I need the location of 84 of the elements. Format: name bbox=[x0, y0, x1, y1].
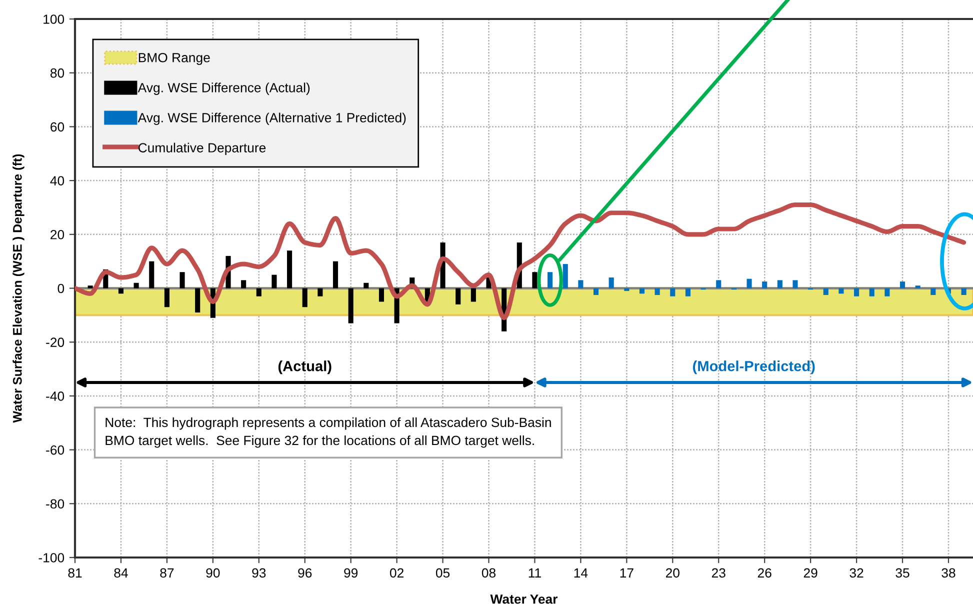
bar bbox=[456, 288, 461, 304]
x-tick-label: 17 bbox=[620, 568, 634, 578]
bar bbox=[869, 288, 874, 296]
bar bbox=[915, 286, 920, 288]
bar bbox=[532, 272, 538, 288]
bar bbox=[685, 288, 690, 296]
x-tick-label: 32 bbox=[850, 568, 864, 578]
x-tick-label: 96 bbox=[298, 568, 312, 578]
bar bbox=[256, 288, 262, 296]
bar bbox=[470, 288, 476, 302]
x-tick-label: 81 bbox=[68, 568, 82, 578]
y-tick-label: -100 bbox=[38, 553, 64, 562]
bar bbox=[332, 261, 338, 288]
bar bbox=[670, 288, 676, 296]
y-tick-label: -60 bbox=[46, 445, 64, 455]
bar bbox=[562, 264, 568, 288]
bar bbox=[578, 280, 584, 288]
bar bbox=[134, 282, 139, 288]
x-axis-title: Water Year bbox=[490, 594, 558, 604]
bar bbox=[88, 286, 93, 288]
bar bbox=[272, 274, 277, 288]
bar bbox=[302, 288, 308, 308]
bar bbox=[364, 282, 369, 288]
bar bbox=[854, 288, 860, 296]
bar bbox=[318, 288, 323, 296]
x-tick-label: 99 bbox=[344, 568, 358, 578]
bar bbox=[287, 250, 292, 288]
legend-label: BMO Range bbox=[138, 52, 210, 65]
legend-label: Cumulative Departure bbox=[138, 142, 266, 156]
annotation: (Actual) bbox=[278, 360, 332, 374]
bar bbox=[593, 288, 599, 295]
y-tick-label: -80 bbox=[46, 499, 64, 509]
bar bbox=[241, 280, 246, 288]
x-tick-label: 35 bbox=[896, 568, 910, 578]
y-tick-label: 100 bbox=[44, 14, 64, 24]
x-tick-label: 93 bbox=[252, 568, 266, 578]
x-tick-label: 05 bbox=[436, 568, 450, 578]
annotation: Note: This hydrograph represents a compilation of all Atascadero Sub-Basin BMO target wells. See Figure 32 for the locations of all BMO target wells. bbox=[106, 417, 551, 448]
bar bbox=[838, 288, 844, 294]
bar bbox=[180, 272, 185, 288]
x-tick-label: 26 bbox=[758, 568, 772, 578]
annotation: (Model-Predicted) bbox=[693, 360, 815, 374]
y-tick-label: 0 bbox=[58, 284, 64, 294]
x-tick-label: 02 bbox=[390, 568, 404, 578]
legend-label: Avg. WSE Difference (Alternative 1 Predicted) bbox=[138, 112, 406, 125]
bar bbox=[654, 288, 660, 295]
bar bbox=[900, 282, 906, 288]
x-tick-label: 14 bbox=[574, 568, 588, 578]
bar bbox=[961, 288, 966, 295]
bar bbox=[624, 288, 630, 291]
x-tick-label: 20 bbox=[666, 568, 680, 578]
bar bbox=[378, 288, 384, 302]
bar bbox=[762, 282, 768, 288]
bar bbox=[884, 288, 890, 296]
y-tick-label: 80 bbox=[50, 68, 64, 78]
x-tick-label: 29 bbox=[804, 568, 818, 578]
x-tick-label: 87 bbox=[160, 568, 174, 578]
x-tick-label: 08 bbox=[482, 568, 496, 578]
bar bbox=[118, 288, 124, 294]
legend-label: Avg. WSE Difference (Actual) bbox=[138, 82, 310, 95]
y-tick-label: -20 bbox=[46, 338, 64, 348]
bar bbox=[777, 280, 782, 288]
x-tick-label: 84 bbox=[114, 568, 128, 578]
bar bbox=[823, 288, 828, 295]
bar bbox=[548, 272, 553, 288]
y-tick-label: 40 bbox=[50, 176, 64, 186]
x-tick-label: 11 bbox=[528, 568, 541, 578]
x-tick-label: 38 bbox=[942, 568, 956, 578]
bar bbox=[930, 288, 936, 295]
y-tick-label: 60 bbox=[50, 122, 64, 132]
bar bbox=[746, 278, 752, 288]
x-tick-label: 23 bbox=[712, 568, 726, 578]
bar bbox=[608, 277, 614, 288]
bar bbox=[792, 280, 798, 288]
y-tick-label: 20 bbox=[50, 230, 64, 240]
y-tick-label: -40 bbox=[46, 392, 64, 401]
bar bbox=[348, 288, 354, 324]
bar bbox=[639, 288, 645, 294]
x-tick-label: 90 bbox=[206, 568, 220, 578]
bar bbox=[149, 261, 154, 288]
y-axis-title: Water Surface Elevation (WSE ) Departure (ft) bbox=[12, 154, 24, 423]
bar bbox=[195, 288, 200, 312]
bar bbox=[164, 288, 170, 308]
bar bbox=[716, 280, 722, 288]
